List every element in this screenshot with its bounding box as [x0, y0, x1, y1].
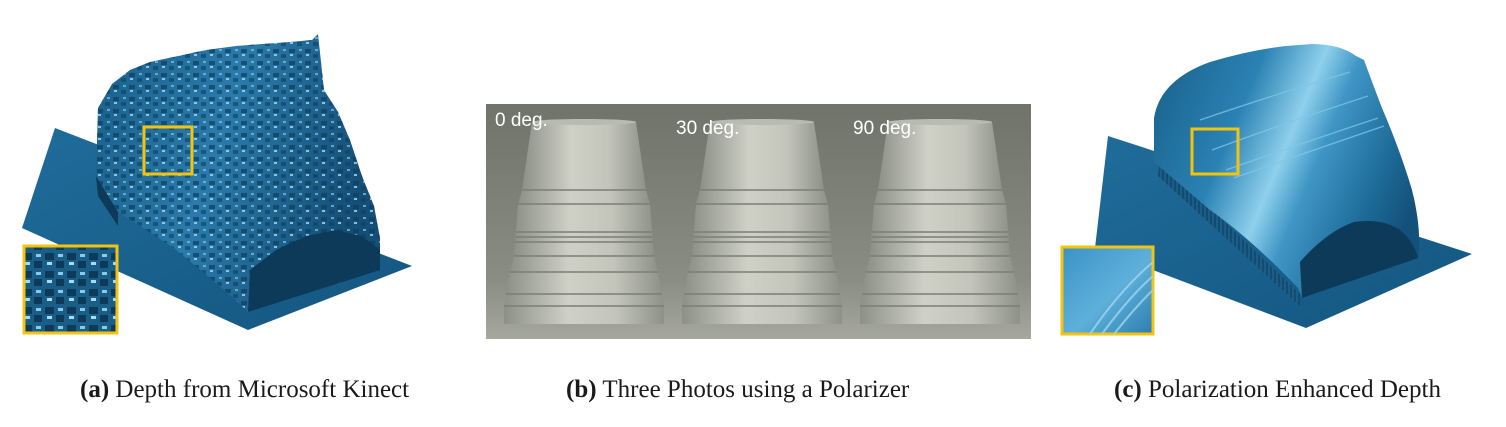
caption-c-tag: (c) [1114, 376, 1142, 403]
polarizer-photos: 0 deg. 30 deg. 90 deg. [486, 104, 1031, 339]
caption-c: (c) Polarization Enhanced Depth [1114, 376, 1441, 404]
enhanced-depth-render [1060, 44, 1472, 336]
zoom-inset [1060, 245, 1155, 336]
photo-label-30deg: 30 deg. [676, 118, 739, 139]
inset-indicator-box [142, 125, 194, 176]
caption-b-text: Three Photos using a Polarizer [602, 376, 910, 403]
caption-a-text: Depth from Microsoft Kinect [115, 376, 410, 403]
zoom-inset [22, 244, 119, 335]
inset-indicator-box [1190, 127, 1240, 176]
caption-c-text: Polarization Enhanced Depth [1148, 376, 1441, 403]
cup-photo-30 [681, 118, 843, 325]
caption-b: (b) Three Photos using a Polarizer [566, 376, 909, 404]
caption-b-tag: (b) [566, 376, 597, 403]
caption-a: (a) Depth from Microsoft Kinect [80, 376, 409, 404]
cup-photo-90 [859, 118, 1021, 325]
caption-a-tag: (a) [80, 376, 110, 403]
kinect-depth-render [22, 34, 412, 335]
photo-label-0deg: 0 deg. [495, 110, 548, 131]
cup-photo-0 [503, 118, 665, 325]
photo-label-90deg: 90 deg. [853, 118, 916, 139]
